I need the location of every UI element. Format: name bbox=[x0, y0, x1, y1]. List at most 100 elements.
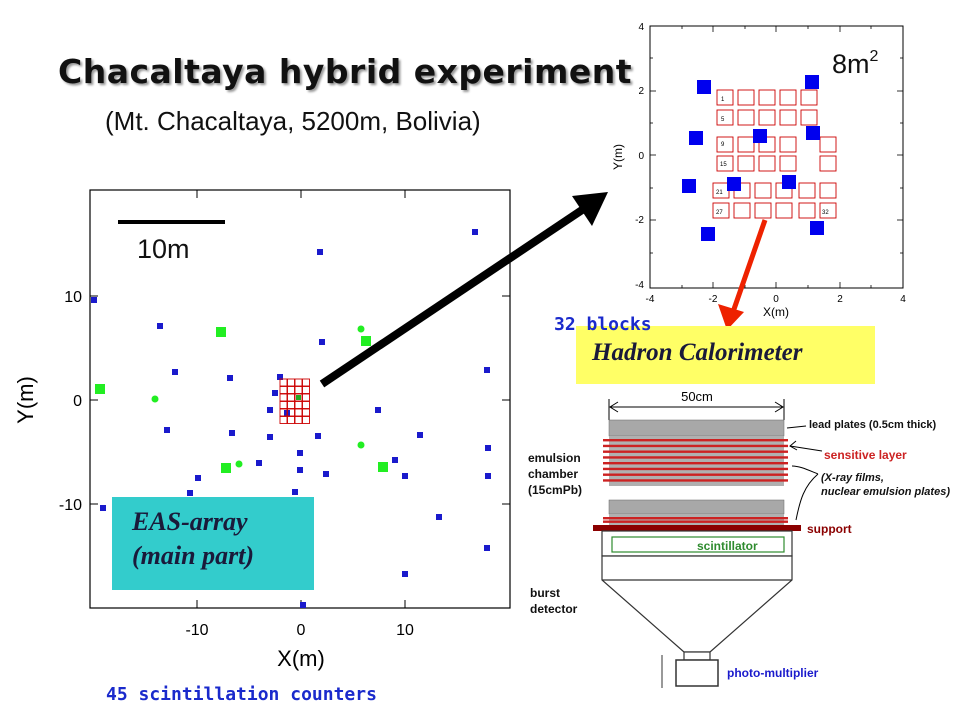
calorimeter-block bbox=[779, 89, 797, 106]
photomultiplier-label: photo-multiplier bbox=[727, 666, 819, 680]
scintillation-counter bbox=[272, 390, 278, 396]
scintillator-box bbox=[611, 536, 785, 553]
scintillation-counter bbox=[277, 374, 283, 380]
calorimeter-block bbox=[737, 155, 755, 172]
scintillation-counter-large bbox=[221, 463, 231, 473]
sensitive-layer-sheet bbox=[603, 439, 788, 442]
sensitive-layer-sheet bbox=[603, 517, 788, 520]
lead-plate-lower bbox=[608, 499, 785, 515]
light-cone bbox=[601, 555, 793, 653]
calorimeter-block-mini bbox=[279, 393, 288, 402]
detail-counter bbox=[727, 177, 741, 191]
detail-x-tick-label: 2 bbox=[837, 294, 843, 305]
calorimeter-block bbox=[775, 202, 793, 219]
detail-y-tick-label: 0 bbox=[638, 151, 644, 162]
scintillation-counter-small bbox=[357, 325, 365, 333]
detail-counter bbox=[689, 131, 703, 145]
eas-y-tick-label: 0 bbox=[73, 393, 82, 410]
calorimeter-block-mini bbox=[279, 401, 288, 409]
calorimeter-block bbox=[716, 109, 734, 126]
scintillation-counter bbox=[227, 375, 233, 381]
scintillation-counter bbox=[317, 249, 323, 255]
scintillation-counter bbox=[91, 297, 97, 303]
calorimeter-block-mini bbox=[294, 378, 303, 387]
eas-label-line1: EAS-array bbox=[132, 507, 248, 536]
detail-x-tick-label: 4 bbox=[900, 294, 906, 305]
scintillation-counter bbox=[187, 490, 193, 496]
calorimeter-block-mini bbox=[287, 408, 295, 417]
calorimeter-block-mini bbox=[287, 378, 295, 387]
eas-y-tick-label: -10 bbox=[59, 497, 82, 514]
sensitive-layer-label: sensitive layer bbox=[824, 448, 907, 462]
calorimeter-block-mini bbox=[294, 386, 303, 394]
counters-caption: 45 scintillation counters bbox=[106, 684, 377, 705]
scintillation-counter bbox=[297, 450, 303, 456]
lead-absorber bbox=[609, 514, 784, 525]
calorimeter-block bbox=[819, 182, 837, 199]
sensitive-layer-sheet bbox=[603, 520, 788, 523]
calorimeter-block bbox=[716, 89, 734, 106]
scintillation-counter bbox=[417, 432, 423, 438]
scintillation-counter bbox=[484, 367, 490, 373]
calorimeter-block-mini bbox=[279, 408, 288, 417]
scale-bar-label: 10m bbox=[137, 234, 190, 264]
calorimeter-block bbox=[754, 202, 772, 219]
films-label-line2: nuclear emulsion plates) bbox=[821, 486, 950, 498]
calorimeter-block bbox=[758, 109, 776, 126]
detail-y-tick-label: -2 bbox=[635, 215, 644, 226]
calorimeter-block bbox=[819, 202, 837, 219]
calorimeter-block-mini bbox=[302, 401, 310, 409]
scintillation-counter bbox=[157, 323, 163, 329]
burst-label-line2: detector bbox=[530, 602, 578, 616]
eas-x-axis-label: X(m) bbox=[277, 646, 325, 671]
block-number-label: 32 bbox=[822, 210, 829, 216]
calorimeter-block-mini bbox=[302, 393, 310, 402]
lead-absorber bbox=[609, 436, 784, 486]
hadron-calorimeter-title: Hadron Calorimeter bbox=[592, 339, 803, 366]
eas-x-tick-label: 10 bbox=[396, 622, 414, 639]
calorimeter-block-mini bbox=[302, 386, 310, 394]
detail-y-tick-label: -4 bbox=[635, 280, 644, 291]
detail-y-axis-label: Y(m) bbox=[611, 144, 625, 170]
zoom-arrow bbox=[319, 192, 608, 388]
detail-x-tick-label: -4 bbox=[646, 294, 655, 305]
calorimeter-block-mini bbox=[287, 416, 295, 424]
scintillation-counter-small bbox=[151, 395, 159, 403]
detail-x-tick-label: -2 bbox=[709, 294, 718, 305]
calorimeter-block-mini bbox=[294, 401, 303, 409]
eas-array-label: EAS-array (main part) bbox=[132, 505, 254, 573]
central-counter bbox=[296, 395, 301, 400]
calorimeter-block-mini bbox=[287, 401, 295, 409]
eas-x-tick-label: 0 bbox=[297, 622, 306, 639]
emulsion-label-line1: emulsion bbox=[528, 451, 581, 465]
calorimeter-block-mini bbox=[294, 393, 303, 402]
scintillation-counter bbox=[436, 514, 442, 520]
calorimeter-block bbox=[779, 109, 797, 126]
calorimeter-block bbox=[798, 182, 816, 199]
scintillation-counter bbox=[323, 471, 329, 477]
scintillation-counter bbox=[484, 545, 490, 551]
emulsion-label-line2: chamber bbox=[528, 467, 578, 481]
block-number-label: 27 bbox=[716, 210, 723, 216]
hadron-calorimeter-box bbox=[576, 326, 875, 384]
calorimeter-block bbox=[798, 202, 816, 219]
scintillation-counter bbox=[315, 433, 321, 439]
detail-counter bbox=[697, 80, 711, 94]
eas-x-tick-label: -10 bbox=[185, 622, 208, 639]
calorimeter-block bbox=[800, 109, 818, 126]
burst-label-line1: burst bbox=[530, 586, 560, 600]
calorimeter-block bbox=[779, 155, 797, 172]
scintillation-counter bbox=[402, 473, 408, 479]
detail-counter bbox=[682, 179, 696, 193]
detail-x-tick-label: 0 bbox=[773, 294, 779, 305]
calorimeter-diagram: 50cm scintillator lead plates (0.5cm thi… bbox=[528, 389, 950, 688]
scintillation-counter bbox=[229, 430, 235, 436]
support-plate bbox=[593, 525, 801, 531]
scintillation-counter-large bbox=[95, 384, 105, 394]
calorimeter-block bbox=[737, 109, 755, 126]
detail-counter bbox=[753, 129, 767, 143]
calorimeter-block-mini bbox=[302, 408, 310, 417]
scintillation-counter-small bbox=[235, 460, 243, 468]
eas-array-plot: 10m -10 0 10 10 0 -10 X(m) Y(m) bbox=[13, 189, 511, 671]
